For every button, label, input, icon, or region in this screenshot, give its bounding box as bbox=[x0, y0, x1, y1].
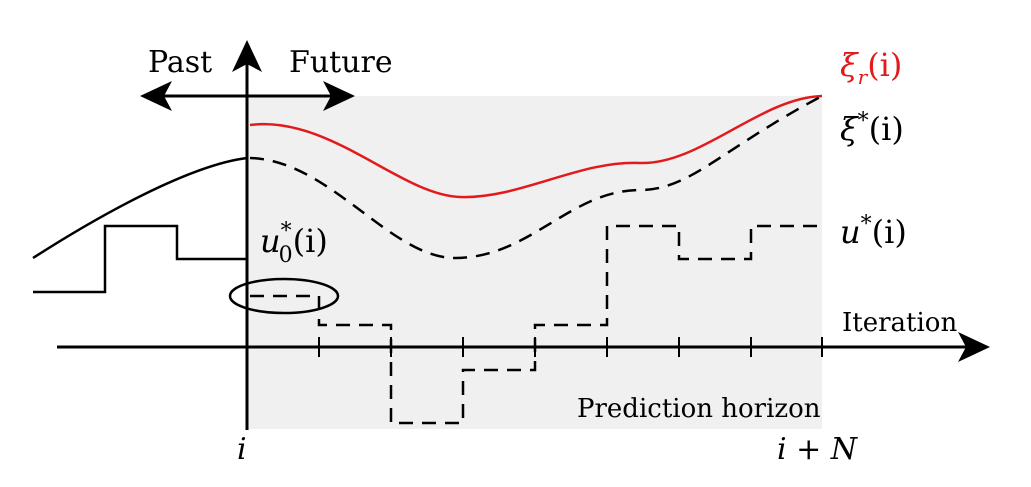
optimal-input-superscript: * bbox=[861, 212, 872, 237]
past-state-curve bbox=[32, 156, 248, 260]
past-input-staircase bbox=[33, 224, 247, 294]
future-label: Future bbox=[289, 45, 393, 80]
optimal-input-label: u*(i) bbox=[840, 212, 907, 251]
reference-trajectory bbox=[249, 94, 823, 199]
optimal-state-symbol: ξ bbox=[840, 110, 859, 148]
optimal-state-superscript: * bbox=[858, 109, 869, 134]
optimal-input-symbol: u bbox=[840, 213, 861, 251]
reference-subscript: r bbox=[858, 65, 869, 89]
prediction-horizon-label: Prediction horizon bbox=[577, 394, 821, 424]
iteration-label: Iteration bbox=[842, 308, 957, 338]
reference-arg: (i) bbox=[867, 46, 902, 84]
iteration-axis-arrowhead bbox=[958, 332, 990, 362]
optimal-input-staircase bbox=[250, 224, 822, 425]
first-input-symbol: u bbox=[260, 222, 281, 260]
optimal-state-label: ξ*(i) bbox=[840, 109, 904, 148]
x-start-label: i bbox=[237, 432, 247, 467]
past-arrowhead bbox=[140, 81, 172, 111]
past-label: Past bbox=[148, 45, 212, 80]
prediction-horizon-area bbox=[247, 96, 822, 429]
first-input-subscript: 0 bbox=[279, 243, 293, 268]
future-arrowhead bbox=[323, 81, 355, 111]
reference-label: ξr(i) bbox=[840, 46, 902, 89]
x-end-label: i + N bbox=[777, 432, 859, 467]
time-axis-arrowhead bbox=[232, 40, 262, 72]
optimal-state-arg: (i) bbox=[869, 110, 904, 148]
optimal-input-arg: (i) bbox=[872, 213, 907, 251]
first-input-label: u* 0(i) bbox=[260, 219, 328, 268]
first-input-highlight bbox=[228, 277, 340, 315]
first-input-superscript: * bbox=[281, 219, 292, 244]
first-input-arg: (i) bbox=[293, 222, 328, 260]
reference-symbol: ξ bbox=[840, 46, 859, 84]
